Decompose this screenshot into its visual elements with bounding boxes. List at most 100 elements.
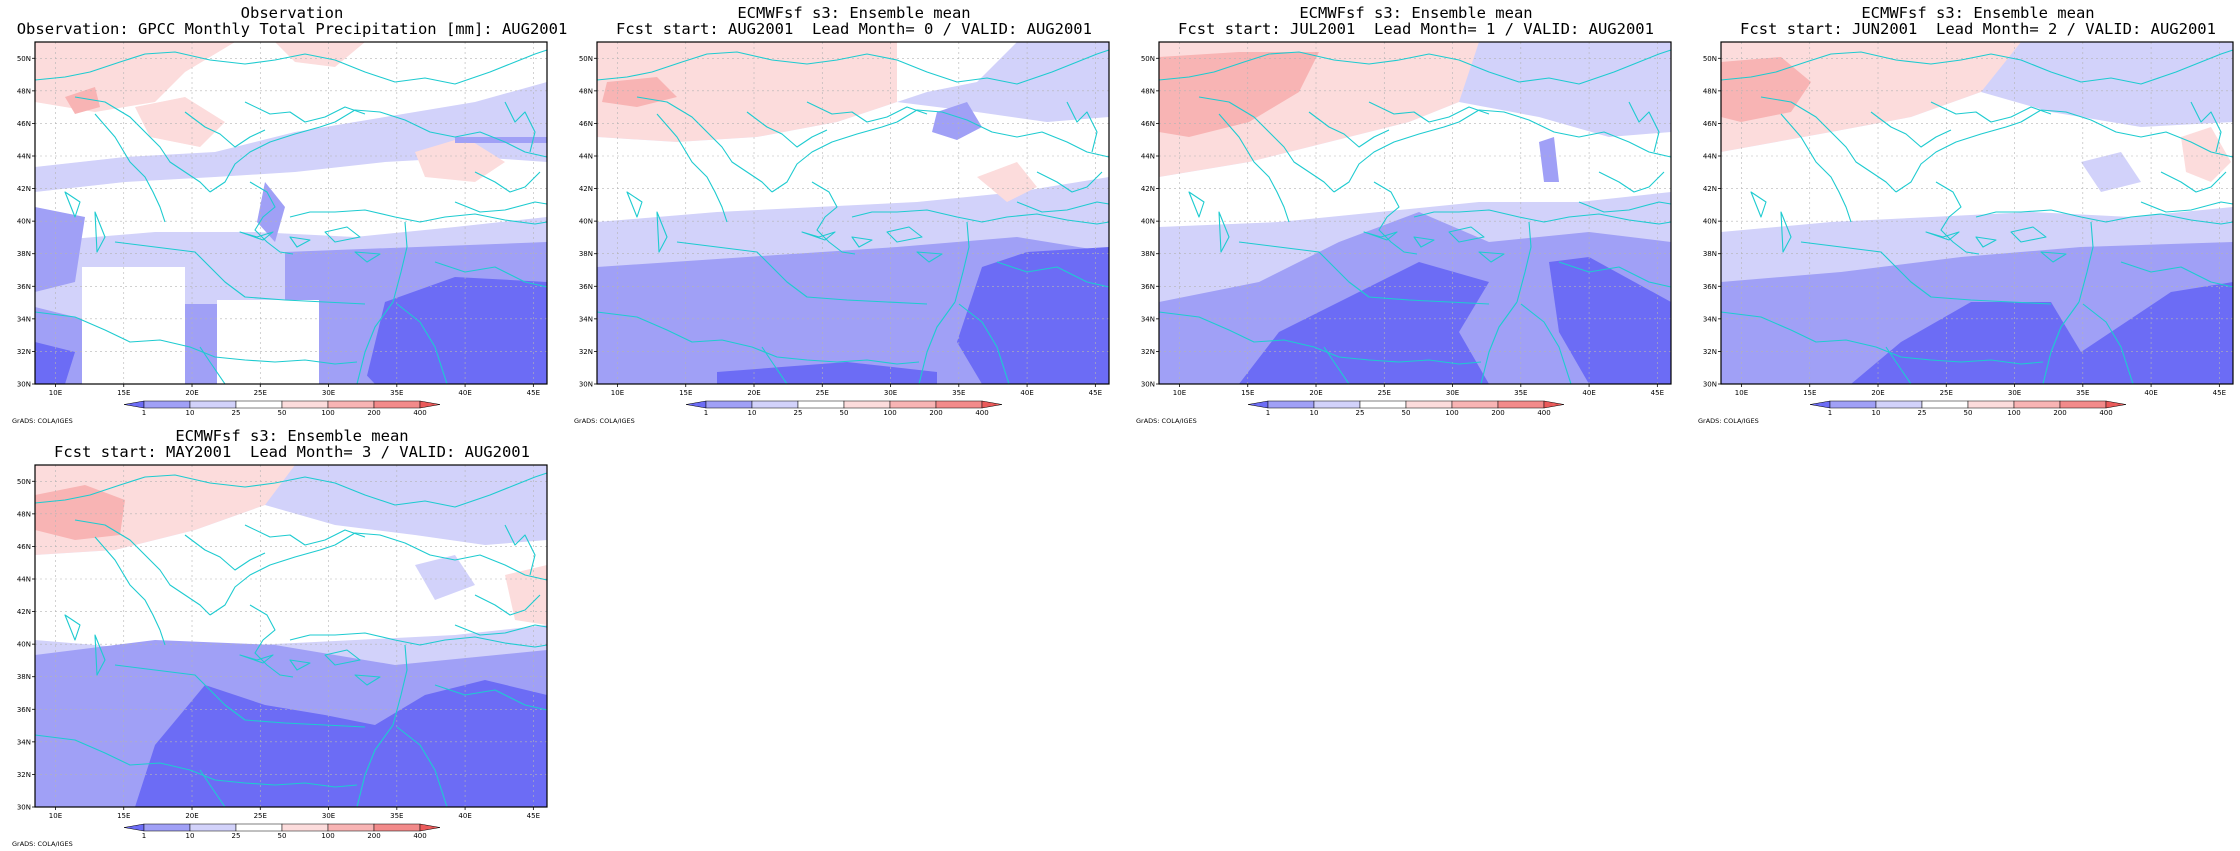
colorbar-swatch (843, 400, 891, 409)
colorbar-swatch (797, 400, 845, 409)
colorbar-arrow-high (1543, 400, 1565, 409)
colorbar-label: 100 (2007, 409, 2020, 417)
colorbar-arrow-high (419, 400, 441, 409)
credit-label: GrADS: COLA/IGES (574, 417, 635, 425)
precipitation-map: 10E 15E 20E 25E 30E 35E 40E 45E 30N 32N 34N 36N 38N 4… (1141, 41, 1672, 397)
lon-tick-label: 10E (1735, 389, 1748, 397)
colorbar-label: 1 (704, 409, 708, 417)
lat-tick-label: 42N (17, 185, 31, 193)
lon-tick-label: 40E (458, 812, 471, 820)
lat-tick-label: 46N (1703, 120, 1717, 128)
colorbar-label: 400 (1537, 409, 1550, 417)
lon-tick-label: 10E (49, 812, 62, 820)
colorbar-swatch (1967, 400, 2015, 409)
coastlines (34, 472, 548, 808)
colorbar-swatch (1267, 400, 1315, 409)
lat-tick-label: 40N (579, 218, 593, 226)
lon-tick-label: 30E (2008, 389, 2021, 397)
colorbar-label: 50 (1402, 409, 1411, 417)
lon-tick-label: 20E (1309, 389, 1322, 397)
lat-tick-label: 34N (17, 738, 31, 746)
axis-ticks: 10E 15E 20E 25E 30E 35E 40E 45E 30N 32N 34N 36N 38N 4… (1141, 55, 1664, 397)
colorbar-swatch (143, 823, 191, 832)
colorbar-label: 25 (1356, 409, 1365, 417)
coastlines (596, 49, 1110, 385)
panel-title: ECMWFsf s3: Ensemble mean (737, 4, 971, 22)
colorbar-label: 10 (1310, 409, 1319, 417)
lon-tick-label: 25E (816, 389, 829, 397)
credit-label: GrADS: COLA/IGES (1698, 417, 1759, 425)
lon-tick-label: 30E (322, 812, 335, 820)
colorbar-swatch (2013, 400, 2061, 409)
map-frame (34, 41, 548, 385)
lat-tick-label: 50N (579, 55, 593, 63)
lat-tick-label: 42N (1141, 185, 1155, 193)
panel-subtitle: Observation: GPCC Monthly Total Precipit… (16, 20, 568, 38)
lon-tick-label: 30E (1446, 389, 1459, 397)
colorbar-label: 10 (748, 409, 757, 417)
map-panel-lead-2: ECMWFsf s3: Ensemble mean Fcst start: JU… (1698, 3, 2240, 428)
lon-tick-label: 10E (49, 389, 62, 397)
lat-tick-label: 46N (1141, 120, 1155, 128)
colorbar-label: 400 (413, 409, 426, 417)
precipitation-field (1159, 42, 1671, 384)
colorbar-label: 10 (186, 832, 195, 840)
credit-label: GrADS: COLA/IGES (12, 417, 73, 425)
credit-label: GrADS: COLA/IGES (12, 840, 73, 848)
lat-tick-label: 50N (1141, 55, 1155, 63)
lat-tick-label: 44N (17, 153, 31, 161)
lat-tick-label: 32N (17, 771, 31, 779)
lat-tick-label: 34N (579, 315, 593, 323)
lon-tick-label: 20E (1871, 389, 1884, 397)
axis-ticks: 10E 15E 20E 25E 30E 35E 40E 45E 30N 32N 34N 36N 38N 4… (1703, 55, 2226, 397)
colorbar-swatch (1921, 400, 1969, 409)
lat-tick-label: 50N (1703, 55, 1717, 63)
colorbar-swatch (235, 400, 283, 409)
lon-tick-label: 35E (390, 389, 403, 397)
lat-tick-label: 40N (1141, 218, 1155, 226)
lon-tick-label: 25E (1378, 389, 1391, 397)
lon-tick-label: 15E (1241, 389, 1254, 397)
colorbar-arrow-high (981, 400, 1003, 409)
map-frame (1720, 41, 2234, 385)
graticule (35, 42, 547, 385)
colorbar-swatch (2059, 400, 2107, 409)
colorbar-swatch (1497, 400, 1545, 409)
colorbar-swatch (235, 823, 283, 832)
lon-tick-label: 35E (390, 812, 403, 820)
colorbar-swatch (373, 400, 421, 409)
colorbar-arrow-low (123, 400, 145, 409)
lon-tick-label: 15E (1803, 389, 1816, 397)
colorbar-label: 10 (1872, 409, 1881, 417)
colorbar-label: 200 (929, 409, 942, 417)
colorbar-label: 25 (794, 409, 803, 417)
map-panel-observation: Observation Observation: GPCC Monthly To… (12, 3, 572, 428)
panel-subtitle: Fcst start: MAY2001 Lead Month= 3 / VALI… (54, 443, 530, 461)
lon-tick-label: 35E (952, 389, 965, 397)
colorbar-label: 50 (278, 409, 287, 417)
lon-tick-label: 25E (1940, 389, 1953, 397)
panel-subtitle: Fcst start: JUN2001 Lead Month= 2 / VALI… (1740, 20, 2216, 38)
lon-tick-label: 45E (527, 812, 540, 820)
lat-tick-label: 40N (1703, 218, 1717, 226)
colorbar-swatch (1359, 400, 1407, 409)
colorbar-label: 25 (1918, 409, 1927, 417)
lat-tick-label: 30N (17, 381, 31, 389)
precipitation-field (597, 42, 1109, 384)
panel-title: ECMWFsf s3: Ensemble mean (1861, 4, 2095, 22)
lat-tick-label: 38N (1703, 250, 1717, 258)
map-frame (34, 464, 548, 808)
lon-tick-label: 30E (884, 389, 897, 397)
colorbar-label: 50 (1964, 409, 1973, 417)
lat-tick-label: 32N (579, 348, 593, 356)
lon-tick-label: 30E (322, 389, 335, 397)
map-panel-lead-1: ECMWFsf s3: Ensemble mean Fcst start: JU… (1136, 3, 1696, 428)
lat-tick-label: 30N (1703, 381, 1717, 389)
colorbar-arrow-high (419, 823, 441, 832)
lon-tick-label: 40E (458, 389, 471, 397)
colorbar-label: 10 (186, 409, 195, 417)
colorbar-label: 1 (1266, 409, 1270, 417)
lat-tick-label: 36N (17, 706, 31, 714)
map-frame (596, 41, 1110, 385)
colorbar-arrow-low (685, 400, 707, 409)
